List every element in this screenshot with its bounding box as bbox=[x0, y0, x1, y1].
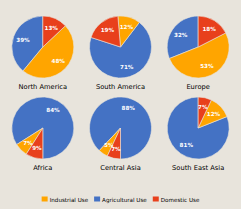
legend: Industrial Use Agricultural Use Domestic U… bbox=[42, 197, 200, 205]
pie-chart: 71% 12% 19% South America bbox=[90, 16, 152, 91]
pie-slice bbox=[12, 97, 74, 159]
data-label: 84% bbox=[46, 107, 60, 113]
pie-chart: 81% 12%7% South East Asia bbox=[167, 97, 229, 172]
pie-chart: 88%5%7%Central Asia bbox=[89, 97, 151, 172]
chart-title: South America bbox=[96, 83, 145, 91]
legend-item: Industrial Use bbox=[42, 197, 89, 204]
legend-item: Domestic Use bbox=[153, 197, 200, 204]
chart: 39% 48% 13% North America 71% 12% 19% South Ame… bbox=[0, 0, 241, 209]
data-label: 81% bbox=[180, 142, 194, 148]
legend-swatch bbox=[94, 197, 100, 202]
data-label: 19% bbox=[101, 27, 115, 33]
data-label: 7% bbox=[111, 146, 121, 152]
chart-title: South East Asia bbox=[172, 164, 224, 172]
pie-slice bbox=[118, 16, 140, 47]
data-label: 71% bbox=[120, 64, 134, 70]
data-label: 88% bbox=[122, 105, 136, 111]
chart-title: Europe bbox=[186, 83, 210, 91]
pie-slice bbox=[43, 16, 66, 47]
background bbox=[0, 0, 241, 209]
data-label: 48% bbox=[52, 58, 66, 64]
pie-slice bbox=[198, 16, 226, 47]
pie-chart: 32% 53% 18% Europe bbox=[167, 16, 229, 91]
data-label: 9% bbox=[32, 145, 42, 151]
data-label: 18% bbox=[202, 26, 216, 32]
chart-title: Africa bbox=[33, 164, 52, 172]
data-label: 13% bbox=[45, 25, 59, 31]
legend-label: Agricultural Use bbox=[102, 197, 147, 204]
pie-chart: 39% 48% 13% North America bbox=[12, 16, 74, 91]
pie-chart: 84%7%9%Africa bbox=[12, 97, 74, 172]
pie-slice bbox=[167, 97, 229, 159]
data-label: 12% bbox=[207, 111, 221, 117]
legend-label: Industrial Use bbox=[50, 197, 89, 203]
legend-swatch bbox=[153, 197, 159, 202]
legend-label: Domestic Use bbox=[161, 197, 200, 203]
data-label: 32% bbox=[174, 32, 188, 38]
data-label: 53% bbox=[200, 63, 214, 69]
chart-title: Central Asia bbox=[100, 164, 141, 172]
pie-slice bbox=[91, 16, 120, 47]
pie-slice bbox=[89, 97, 151, 159]
data-label: 12% bbox=[120, 24, 134, 30]
data-label: 39% bbox=[16, 37, 30, 43]
legend-swatch bbox=[42, 197, 48, 202]
data-label: 7% bbox=[198, 104, 208, 110]
chart-title: North America bbox=[19, 83, 67, 91]
legend-item: Agricultural Use bbox=[94, 197, 147, 205]
